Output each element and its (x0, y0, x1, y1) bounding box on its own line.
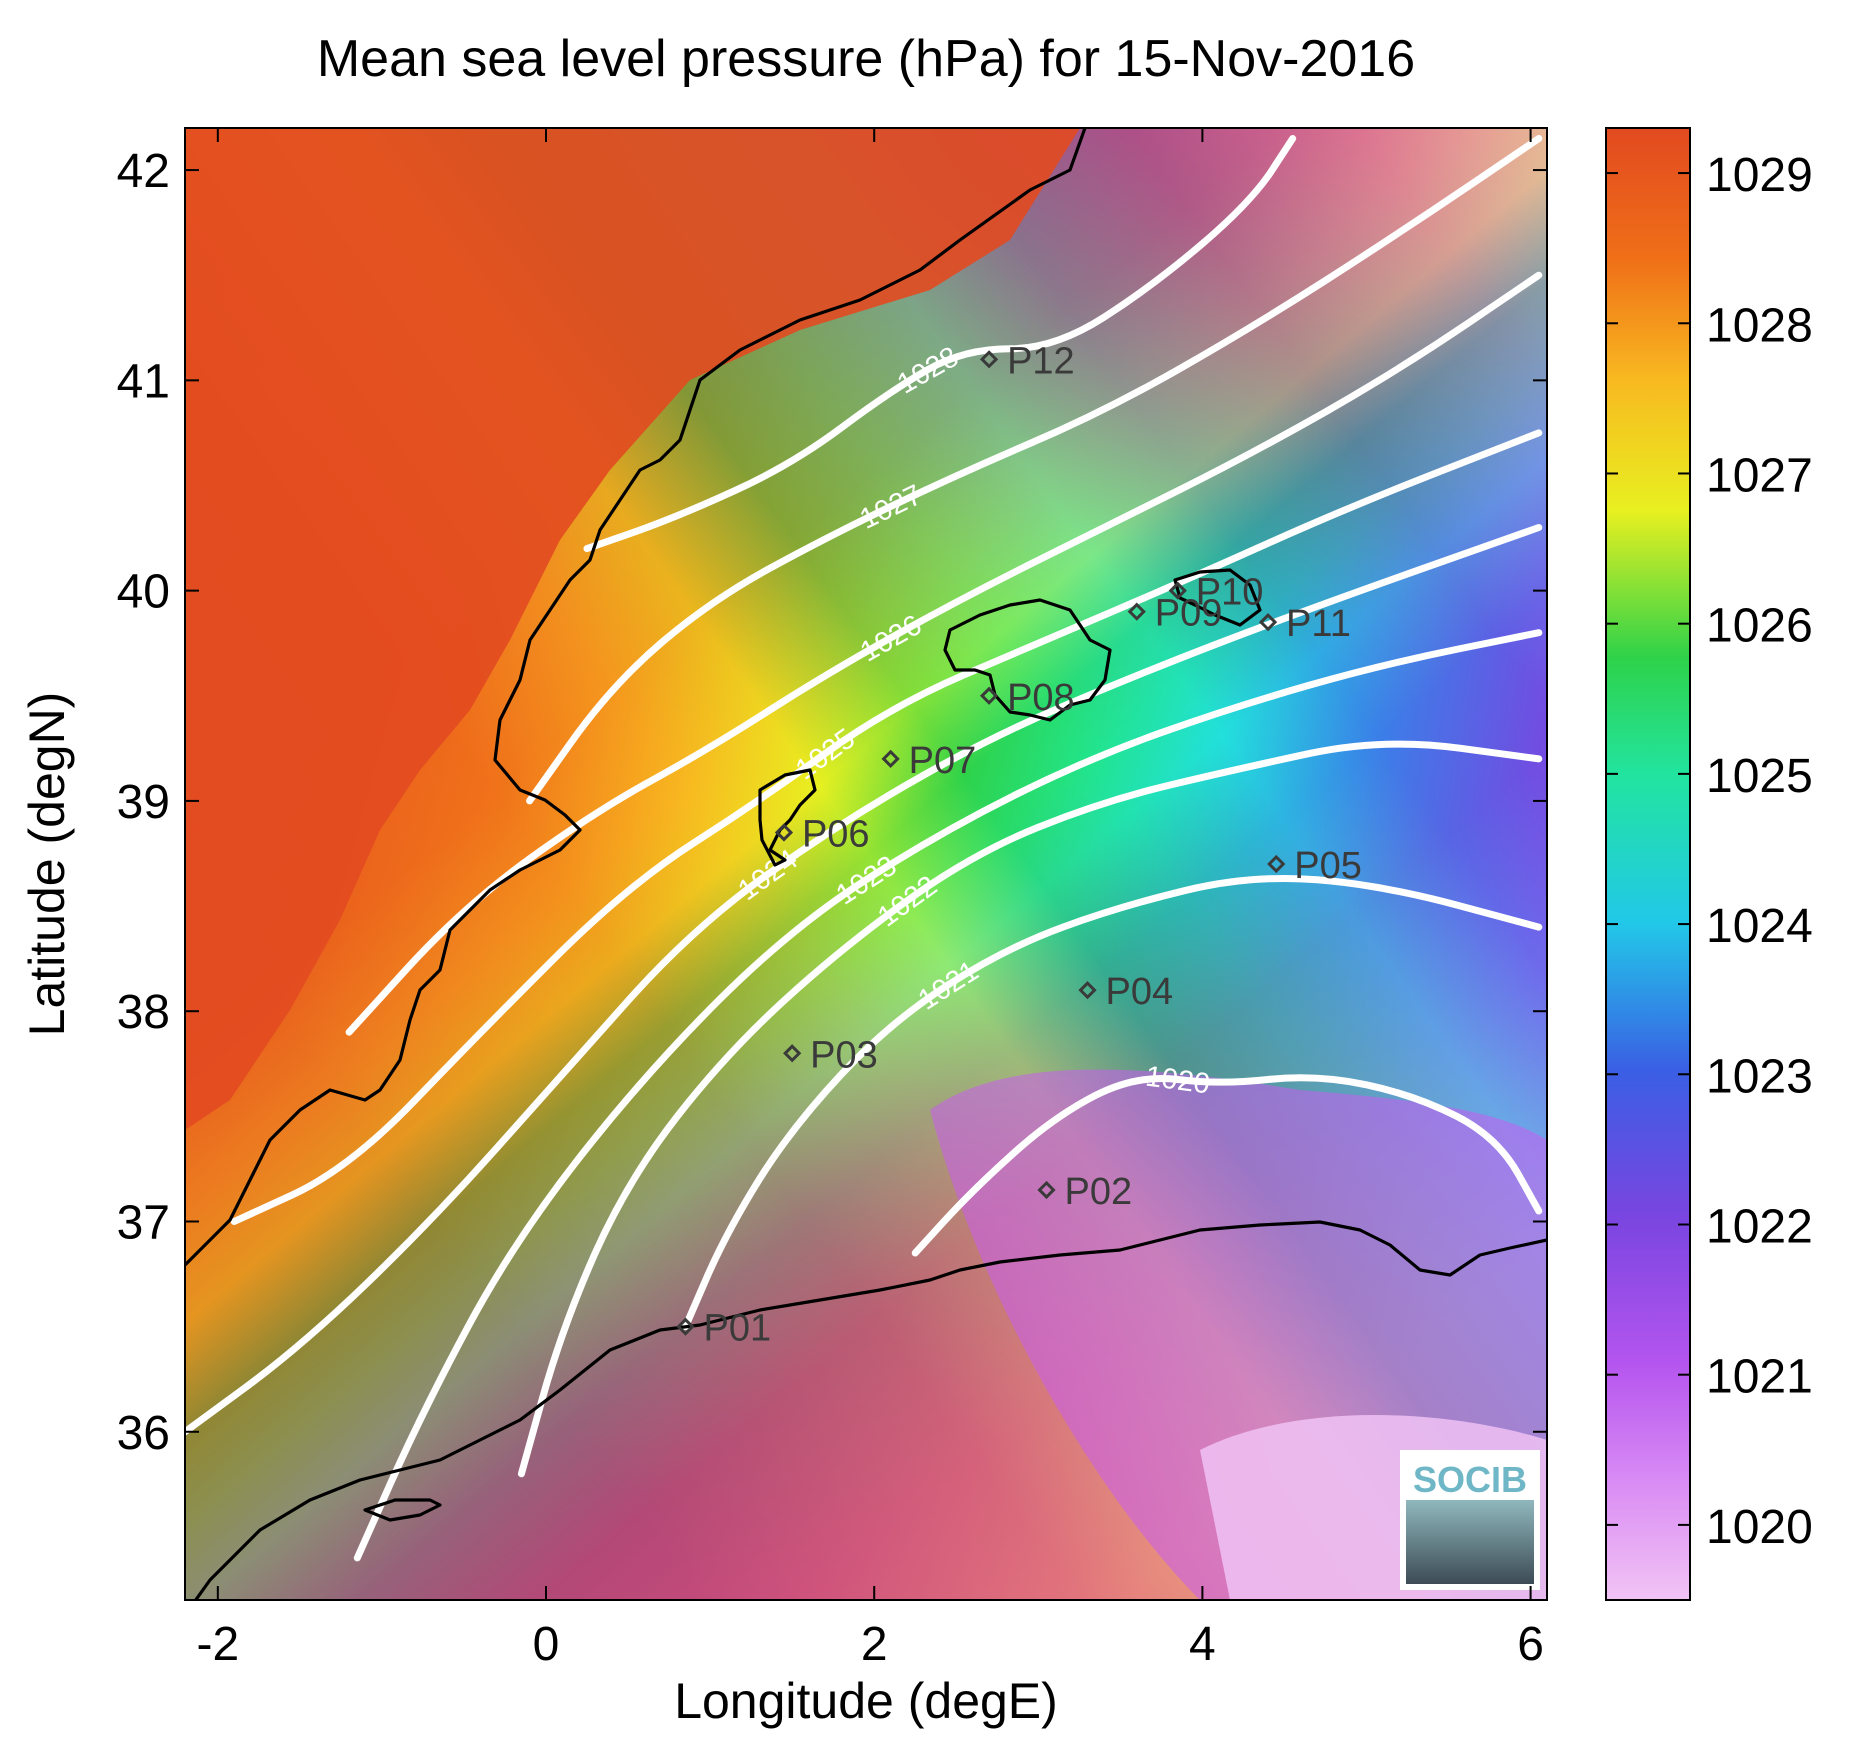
station-marker-P06 (774, 823, 794, 842)
contour-line-1021 (682, 874, 1543, 1331)
station-label-P08: P08 (1007, 677, 1075, 719)
station-marker-P04 (1078, 981, 1097, 1000)
station-marker-P01 (676, 1317, 695, 1336)
y-tick-label: 38 (117, 986, 170, 1039)
contour-line-1023 (353, 629, 1543, 1562)
african-coastline (193, 1220, 1547, 1600)
colorbar-tick-label: 1023 (1706, 1050, 1813, 1103)
colorbar-tick-label: 1022 (1706, 1200, 1813, 1253)
iberian-coastline (185, 128, 1087, 1267)
station-label-P01: P01 (703, 1308, 771, 1350)
station-marker-P05 (1267, 854, 1286, 874)
socib-logo: SOCIB (1400, 1450, 1540, 1590)
station-label-P10: P10 (1196, 572, 1264, 614)
socib-logo-image (1406, 1500, 1534, 1584)
x-tick-label: -2 (196, 1618, 239, 1671)
station-label-P07: P07 (909, 740, 977, 782)
socib-logo-text: SOCIB (1413, 1459, 1527, 1500)
alboran-island (363, 1498, 442, 1522)
x-axis-label: Longitude (degE) (674, 1673, 1058, 1729)
contour-line-1024 (185, 524, 1543, 1436)
y-tick-label: 40 (117, 566, 170, 619)
contour-line-1020 (911, 1074, 1543, 1257)
colorbar: 1029 1028 1027 1026 1025 1024 1023 1022 1021 1020 (1605, 127, 1813, 1601)
coastline (185, 128, 1547, 1600)
station-label-P04: P04 (1106, 971, 1174, 1013)
station-marker-P03 (783, 1044, 802, 1063)
station-marker-P02 (1037, 1180, 1056, 1200)
colorbar-gradient (1605, 127, 1691, 1601)
mallorca-island (943, 598, 1112, 722)
x-tick-label: 0 (533, 1618, 560, 1671)
land-high-pressure-zone (185, 128, 1080, 1130)
station-label-P12: P12 (1007, 340, 1075, 382)
y-tick-label: 37 (117, 1196, 170, 1249)
station-label-P05: P05 (1294, 845, 1362, 887)
y-tick-label: 39 (117, 776, 170, 829)
colorbar-tick-label: 1021 (1706, 1351, 1813, 1404)
station-marker-P09 (1127, 602, 1146, 621)
x-tick-label: 4 (1189, 1618, 1216, 1671)
contour-line-1022 (517, 740, 1543, 1478)
station-marker-P10 (1168, 581, 1187, 600)
menorca-island (1173, 568, 1262, 627)
x-tick-label: 2 (861, 1618, 888, 1671)
colorbar-tick-label: 1020 (1706, 1501, 1813, 1554)
y-tick-label: 36 (117, 1407, 170, 1460)
station-label-P03: P03 (810, 1034, 878, 1076)
station-marker-P08 (979, 686, 999, 705)
plot-frame (184, 127, 1548, 1601)
station-label-P11: P11 (1286, 603, 1351, 645)
colorbar-tick-label: 1027 (1706, 449, 1813, 502)
colorbar-tick-label: 1026 (1706, 600, 1813, 653)
x-tick-label: 6 (1517, 1618, 1544, 1671)
y-tick-label: 42 (117, 145, 170, 198)
contour-line-1027 (526, 135, 1543, 805)
y-axis-label: Latitude (degN) (19, 692, 75, 1037)
map-title: Mean sea level pressure (hPa) for 15-Nov… (317, 30, 1415, 88)
contour-line-1028 (583, 135, 1297, 553)
colorbar-tick-label: 1029 (1706, 149, 1813, 202)
colorbar-tick-label: 1024 (1706, 900, 1813, 953)
station-label-P06: P06 (802, 813, 870, 855)
station-marker-P12 (979, 350, 999, 369)
y-tick-label: 41 (117, 355, 170, 408)
colorbar-tick-label: 1025 (1706, 750, 1813, 803)
station-marker-P07 (881, 749, 900, 768)
contour-line-1025 (230, 429, 1543, 1225)
station-label-P09: P09 (1155, 593, 1223, 635)
station-marker-P11 (1258, 613, 1278, 632)
colorbar-tick-label: 1028 (1706, 299, 1813, 352)
x-axis: -2 0 2 4 6 (196, 128, 1544, 1671)
y-axis: 42 41 40 39 38 37 36 (117, 145, 1547, 1460)
colorbar-ticks: 1029 1028 1027 1026 1025 1024 1023 1022 1021 1020 (1606, 149, 1813, 1554)
station-label-P02: P02 (1065, 1171, 1133, 1213)
